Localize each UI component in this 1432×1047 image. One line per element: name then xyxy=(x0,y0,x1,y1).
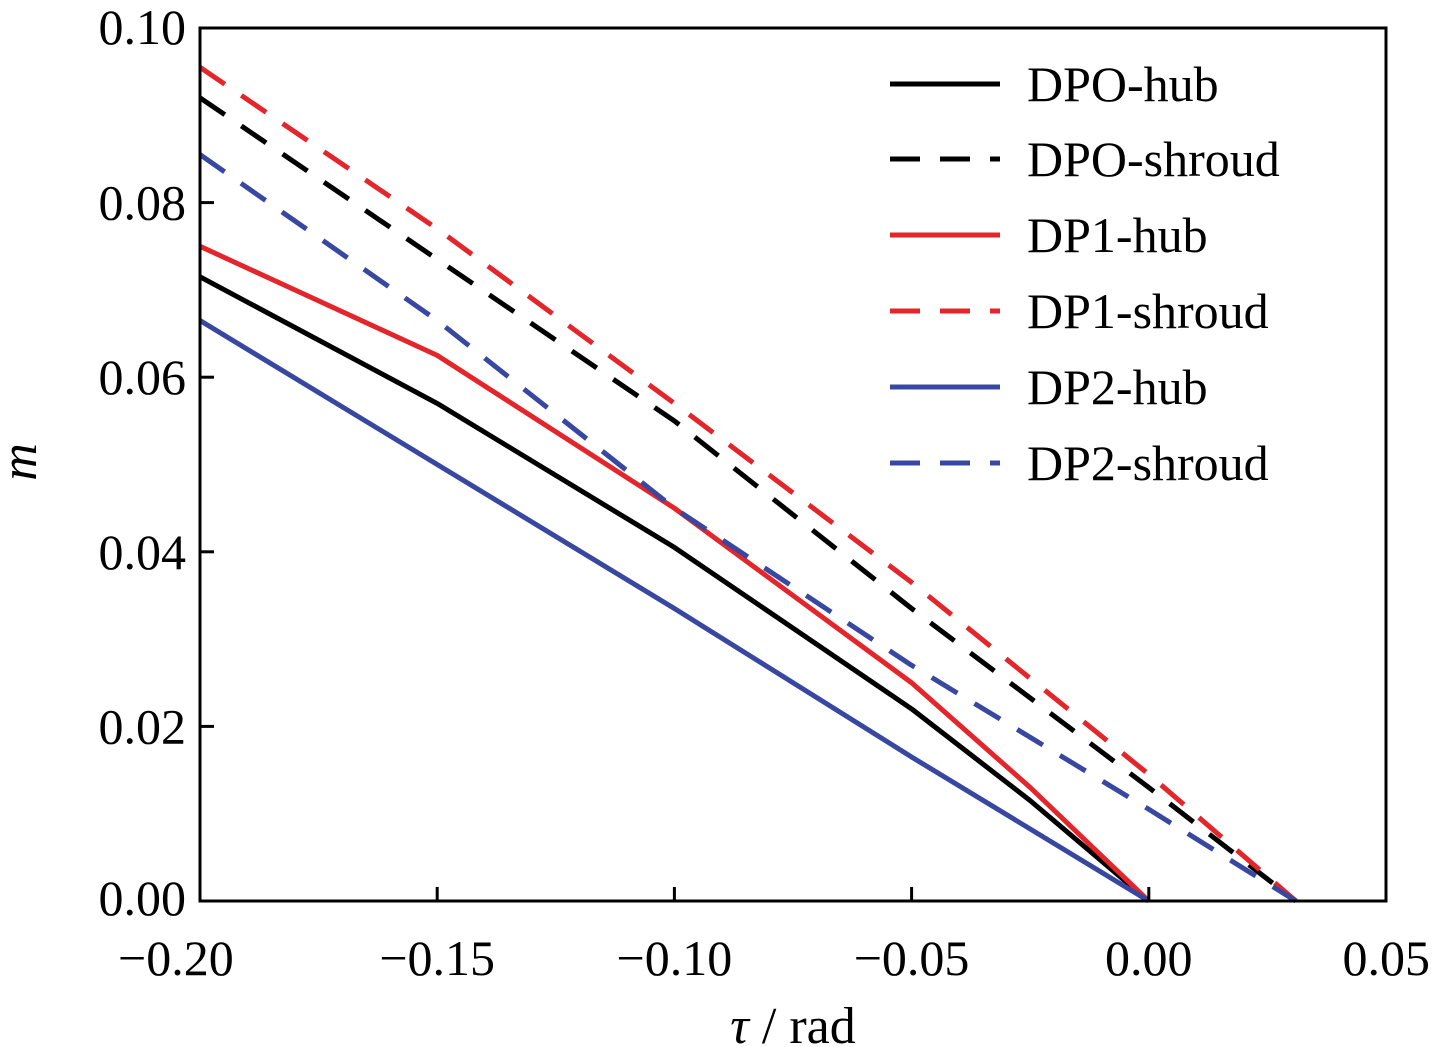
x-tick-label: −0.05 xyxy=(854,930,970,986)
legend-label-dp1-hub: DP1-hub xyxy=(1027,207,1208,263)
series-line-dp1-shroud xyxy=(198,65,1298,903)
x-tick-label: 0.00 xyxy=(1105,930,1193,986)
x-axis-symbol: τ xyxy=(730,998,751,1047)
x-tick-label: −0.10 xyxy=(617,930,733,986)
y-tick-label: 0.08 xyxy=(99,175,187,231)
series-line-dpo-hub xyxy=(198,274,1151,903)
legend: DPO-hub DPO-shroud DP1-hub DP1-shroud DP2-hu… xyxy=(890,56,1280,491)
legend-label-dp1-shroud: DP1-shroud xyxy=(1027,283,1269,339)
y-axis-title: m xyxy=(0,443,48,481)
y-tick-label: 0.10 xyxy=(99,0,187,55)
x-axis-title: τ / rad xyxy=(730,998,855,1047)
series-line-dp2-shroud xyxy=(198,152,1298,904)
x-axis-unit: / rad xyxy=(749,998,856,1047)
series-layer xyxy=(198,65,1298,904)
legend-label-dpo-hub: DPO-hub xyxy=(1027,56,1219,112)
x-tick-label: −0.15 xyxy=(379,930,495,986)
x-tick-label: 0.05 xyxy=(1343,930,1431,986)
legend-label-dp2-shroud: DP2-shroud xyxy=(1027,435,1269,491)
series-line-dp2-hub xyxy=(198,318,1151,904)
ticks-layer: −0.20 −0.15 −0.10 −0.05 0.00 0.05 0.00 0.02 0.04… xyxy=(99,0,1431,986)
y-tick-label: 0.06 xyxy=(99,349,187,405)
y-tick-label: 0.02 xyxy=(99,698,187,754)
legend-label-dpo-shroud: DPO-shroud xyxy=(1027,131,1280,187)
plot-frame xyxy=(198,26,1388,903)
y-tick-label: 0.00 xyxy=(99,870,187,926)
series-line-dpo-shroud xyxy=(198,95,1298,903)
legend-label-dp2-hub: DP2-hub xyxy=(1027,359,1208,415)
series-line-dp1-hub xyxy=(198,244,1151,903)
x-tick-label: −0.20 xyxy=(118,930,234,986)
y-tick-label: 0.04 xyxy=(99,524,187,580)
